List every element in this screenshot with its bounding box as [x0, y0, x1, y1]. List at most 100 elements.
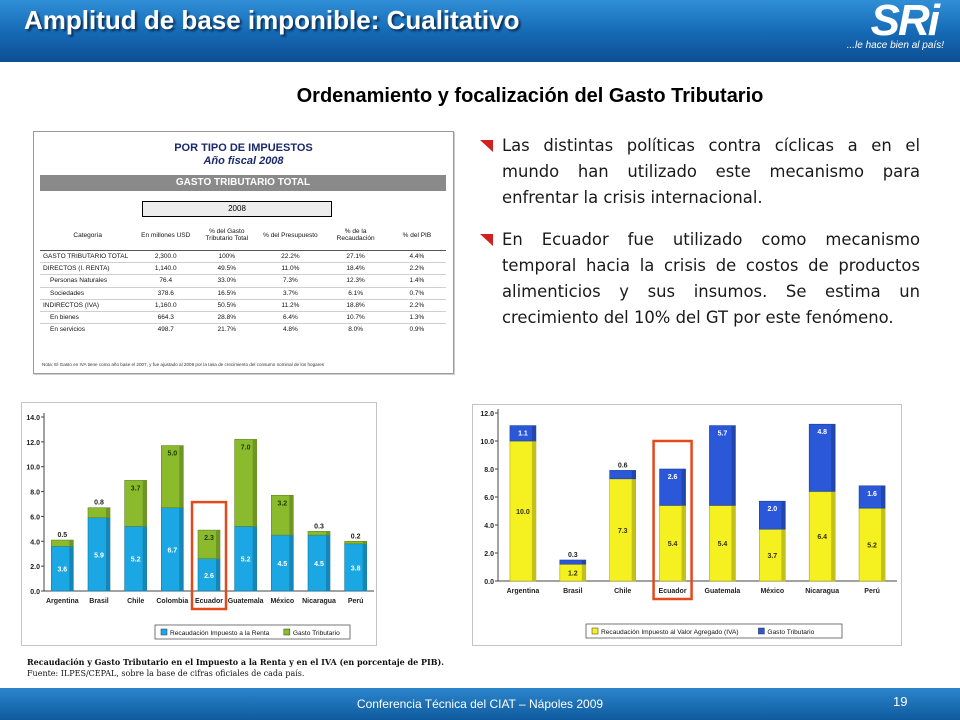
- table-subtitle: Año fiscal 2008: [203, 155, 284, 167]
- data-label: 1.1: [518, 431, 528, 438]
- slide-subtitle: Ordenamiento y focalización del Gasto Tr…: [296, 85, 764, 107]
- table-cell-label: En servicios: [40, 323, 136, 336]
- table-cell: 1,160.0: [135, 298, 197, 312]
- bar-side-shade: [252, 439, 257, 527]
- y-tick-label: 2.0: [30, 564, 40, 571]
- bar-side-shade: [179, 445, 184, 508]
- slide-title: Amplitud de base imponible: Cualitativo: [24, 5, 520, 35]
- bar-segment: [234, 439, 257, 527]
- bar-side-shade: [681, 505, 686, 581]
- legend-box: [585, 623, 843, 639]
- bar-segment: [808, 423, 836, 492]
- bar-side-shade: [289, 495, 294, 536]
- table-cell: 1,140.0: [135, 262, 197, 275]
- x-tick-label: Brasil: [563, 588, 583, 595]
- table-cell: 2,300.0: [135, 249, 197, 263]
- table-cell: 4.8%: [257, 323, 324, 336]
- bar-side-shade: [362, 543, 367, 591]
- bar-side-shade: [881, 508, 886, 581]
- x-tick-label: Guatemala: [705, 588, 741, 595]
- bar-side-shade: [179, 507, 184, 591]
- table-cell-label: Sociedades: [40, 286, 136, 300]
- data-label: 5.2: [867, 543, 877, 550]
- col-header: Categoría: [73, 231, 102, 239]
- bar-segment: [709, 505, 736, 582]
- data-label: 5.2: [131, 557, 141, 564]
- data-label: 4.5: [277, 561, 287, 568]
- source-text: Fuente: ILPES/CEPAL, sobre la base de ci…: [27, 669, 305, 678]
- legend-label: Recaudación Impuesto a la Renta: [170, 630, 270, 637]
- data-label: 3.7: [131, 485, 141, 492]
- bar-side-shade: [362, 541, 367, 544]
- data-label: 2.6: [668, 474, 678, 481]
- legend-label: Gasto Tributario: [767, 629, 814, 636]
- bar-side-shade: [326, 531, 330, 536]
- bar-side-shade: [731, 425, 736, 506]
- x-tick-label: Perú: [864, 588, 880, 595]
- footer-bar: Conferencia Técnica del CIAT – Nápoles 2…: [0, 688, 960, 720]
- bar-side-shade: [581, 564, 586, 581]
- x-tick-label: Ecuador: [659, 588, 687, 595]
- data-label: 3.2: [277, 500, 287, 507]
- y-tick-label: 12.0: [26, 440, 40, 447]
- data-label: 10.0: [516, 509, 530, 516]
- data-label: 4.5: [314, 561, 324, 568]
- sri-logo: SRi ...le hace bien al país!: [838, 0, 960, 62]
- table-cell-label: GASTO TRIBUTARIO TOTAL: [40, 249, 136, 263]
- legend-swatch: [160, 628, 168, 636]
- bar-side-shade: [731, 505, 736, 581]
- y-tick-label: 6.0: [484, 495, 494, 502]
- tax-expenditure-table: Categoría En millones USD % del Gasto Tr…: [40, 220, 446, 336]
- table-cell: 28.8%: [196, 310, 258, 324]
- data-label: 5.4: [668, 541, 678, 548]
- renta-chart: 0.0 2.0 4.0 6.0 8.0 10.0 12.0 14.0 3.6 0.5 Argenti…: [26, 413, 374, 640]
- y-tick-label: 0.0: [30, 589, 40, 596]
- bullet-item: Las distintas políticas contra cíclicas …: [478, 133, 920, 211]
- chart-source: Recaudación y Gasto Tributario en el Imp…: [27, 657, 444, 679]
- x-tick-label: Chile: [614, 588, 631, 595]
- y-tick-label: 0.0: [484, 579, 494, 586]
- table-cell: 1.4%: [387, 274, 446, 288]
- table-cell-label: DIRECTOS (I. RENTA): [40, 262, 136, 275]
- tax-expenditure-table-panel: POR TIPO DE IMPUESTOS Año fiscal 2008 GA…: [33, 131, 454, 374]
- legend-label: Gasto Tributario: [293, 630, 340, 637]
- data-label: 0.5: [57, 532, 67, 539]
- table-cell: 12.3%: [323, 274, 388, 288]
- data-label: 5.0: [167, 451, 177, 458]
- table-cell-label: En bienes: [40, 310, 136, 324]
- bar-side-shade: [531, 441, 536, 581]
- table-row: GASTO TRIBUTARIO TOTAL 2,300.0 100% 22.2% 27…: [40, 249, 446, 263]
- legend-swatch: [283, 628, 291, 636]
- data-label: 1.2: [568, 571, 578, 578]
- y-tick-label: 2.0: [484, 551, 494, 558]
- data-label: 0.6: [618, 462, 628, 469]
- legend-label: Recaudación Impuesto al Valor Agregado (…: [601, 629, 739, 636]
- x-tick-label: Chile: [127, 598, 144, 605]
- iva-chart-panel: 0.0 2.0 4.0 6.0 8.0 10.0 12.0 10.0 1.1 Argentina 1…: [472, 404, 902, 646]
- table-body: GASTO TRIBUTARIO TOTAL 2,300.0 100% 22.2% 27…: [40, 249, 446, 336]
- table-cell: 6.1%: [323, 286, 388, 300]
- table-cell: 22.2%: [257, 249, 324, 263]
- table-row: Sociedades 378.6 16.5% 3.7% 6.1% 0.7%: [40, 286, 446, 300]
- table-cell: 27.1%: [323, 249, 388, 263]
- table-cell: 76.4: [135, 274, 197, 288]
- bar-side-shade: [631, 478, 636, 581]
- table-cell: 6.4%: [257, 310, 324, 324]
- table-cell: 8.0%: [323, 323, 388, 336]
- table-band: GASTO TRIBUTARIO TOTAL: [40, 175, 446, 191]
- table-row: DIRECTOS (I. RENTA) 1,140.0 49.5% 11.0% 18.4…: [40, 262, 446, 275]
- y-tick-label: 8.0: [484, 467, 494, 474]
- bar-segment: [659, 468, 686, 506]
- table-cell: 0.7%: [387, 286, 446, 300]
- y-tick-label: 6.0: [30, 514, 40, 521]
- data-label: 5.7: [718, 431, 728, 438]
- logo-mark: SRi: [870, 0, 940, 45]
- table-cell: 18.8%: [323, 298, 388, 312]
- data-label: 5.4: [718, 541, 728, 548]
- table-cell: 33.0%: [196, 274, 258, 288]
- table-note: Nota: El Gasto en IVA tiene como año bas…: [42, 362, 325, 367]
- data-label: 7.0: [241, 444, 251, 451]
- legend-swatch: [758, 627, 765, 635]
- table-cell: 18.4%: [323, 262, 388, 275]
- bar-side-shade: [106, 507, 110, 518]
